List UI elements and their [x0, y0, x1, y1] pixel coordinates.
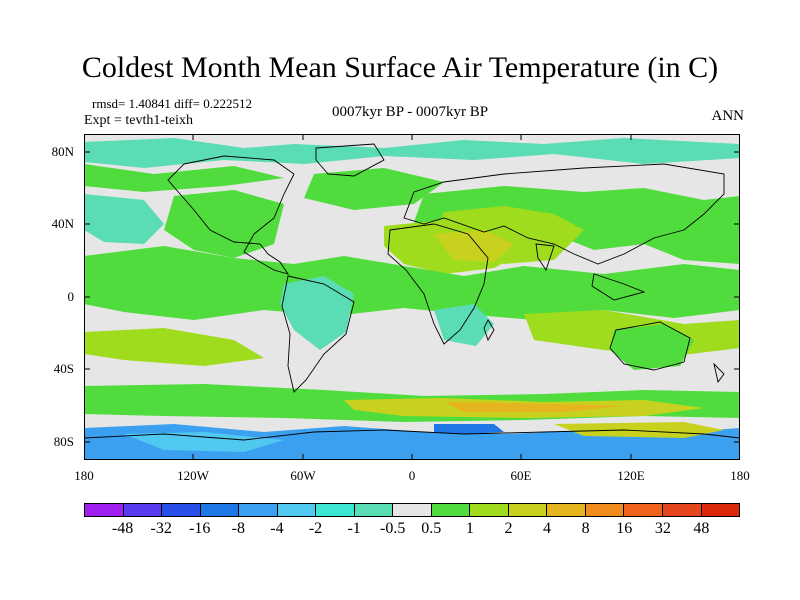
season-label: ANN [711, 108, 745, 124]
colorbar-label: -4 [270, 520, 284, 537]
axis-ticks [84, 134, 740, 460]
colorbar-box [700, 503, 741, 517]
lon-label-60e: 60E [510, 468, 532, 483]
coastline-india [535, 243, 555, 272]
colorbar-label: 2 [504, 520, 513, 537]
colorbar-label: -8 [231, 520, 245, 537]
coastline-southeast-asia [591, 273, 646, 301]
colorbar-box [546, 503, 586, 517]
lon-label-180e: 180 [730, 468, 750, 483]
colorbar-label: 4 [543, 520, 552, 537]
lat-label-equator: 0 [67, 289, 75, 304]
field-arabia-orange [434, 230, 514, 262]
field-africa-cyan [434, 304, 494, 346]
coastline-greenland [315, 143, 385, 177]
temperature-map [84, 134, 740, 460]
colorbar-label: 32 [654, 520, 671, 537]
map-title: Coldest Month Mean Surface Air Temperatu… [81, 51, 719, 84]
lon-label-180w: 180 [74, 468, 94, 483]
period-label: 0007kyr BP - 0007kyr BP [331, 104, 489, 120]
colorbar-box [392, 503, 432, 517]
field-southern-ocean-orange [444, 402, 624, 412]
colorbar-box [507, 503, 548, 517]
field-arctic-cyan [84, 138, 740, 168]
lon-label-120e: 120E [617, 468, 645, 483]
field-australia-green [610, 324, 694, 370]
colorbar-label: 8 [581, 520, 590, 537]
colorbar-box [122, 503, 163, 517]
field-north-america-green [164, 190, 284, 258]
colorbar-box [584, 503, 625, 517]
lat-label-40n: 40N [51, 216, 74, 231]
coastline-new-zealand [713, 362, 725, 384]
coastline-madagascar [483, 319, 495, 342]
lat-label-80n: 80N [51, 144, 74, 159]
lon-label-120w: 120W [177, 468, 209, 483]
colorbar-label: -1 [347, 520, 361, 537]
colorbar-box [199, 503, 240, 517]
field-antarctica-blue [84, 424, 740, 460]
field-antarctica-cyan [124, 432, 284, 452]
colorbar-box [315, 503, 355, 517]
colorbar-box [623, 503, 663, 517]
colorbar-box [161, 503, 201, 517]
coastline-antarctica [84, 429, 740, 441]
field-south-pacific-green [84, 328, 264, 366]
colorbar-label: 48 [693, 520, 710, 537]
field-eurasia-green [414, 186, 740, 264]
coastline-australia [609, 321, 691, 371]
colorbar-box [276, 503, 317, 517]
coastline-africa [387, 223, 489, 345]
colorbar-box [661, 503, 702, 517]
colorbar-label: -48 [111, 520, 134, 537]
field-north-pacific-cyan [84, 194, 164, 244]
colorbar-label: -2 [308, 520, 323, 537]
coastline-europe-asia [403, 163, 725, 265]
colorbar-box [84, 503, 124, 517]
colorbar-label: -0.5 [380, 520, 406, 537]
field-south-america-cyan [280, 276, 354, 350]
colorbar-box [353, 503, 394, 517]
colorbar [84, 503, 741, 517]
lon-label-60w: 60W [290, 468, 316, 483]
lat-label-40s: 40S [53, 361, 74, 376]
colorbar-label: 1 [465, 520, 474, 537]
colorbar-label: 16 [616, 520, 633, 537]
colorbar-label: 0.5 [421, 520, 442, 537]
lat-label-80s: 80S [53, 434, 74, 449]
colorbar-box [238, 503, 278, 517]
colorbar-box [469, 503, 509, 517]
colorbar-box [430, 503, 471, 517]
coastline-south-america [281, 275, 355, 393]
lon-label-0: 0 [408, 468, 416, 483]
field-tropics-green [84, 246, 740, 320]
coastlines [84, 143, 740, 441]
colorbar-label: -16 [189, 520, 211, 537]
experiment-label: Expt = tevth1-teixh [84, 113, 193, 128]
field-north-atlantic-green [304, 168, 444, 210]
coastline-north-america [167, 155, 295, 275]
field-antarctica-east [554, 422, 724, 438]
field-arctic-green [84, 164, 284, 192]
colorbar-label: -32 [150, 520, 172, 537]
stats-label: rmsd= 1.40841 diff= 0.222512 [92, 96, 252, 111]
field-antarctica-deep-blue [434, 424, 504, 434]
